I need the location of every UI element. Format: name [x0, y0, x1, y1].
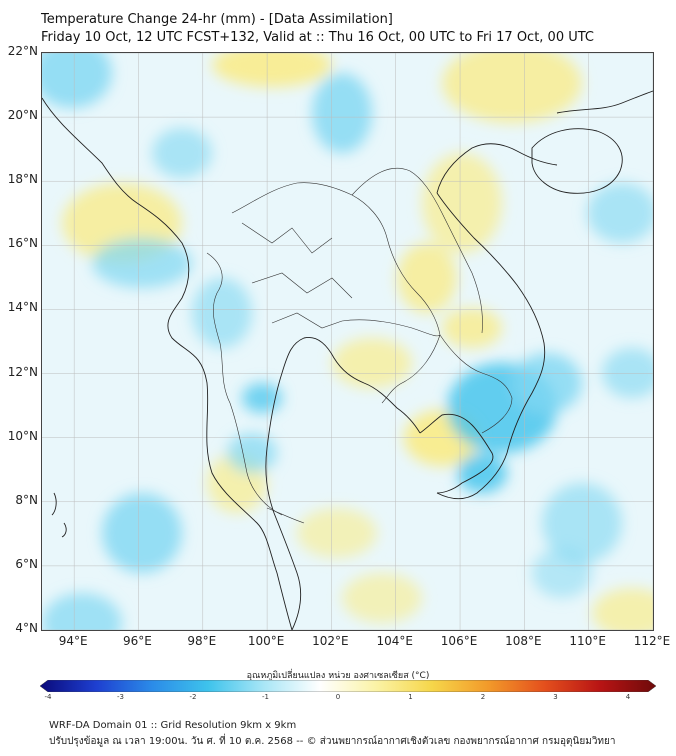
coast-hainan — [531, 128, 623, 194]
field-blob — [532, 548, 592, 598]
lon-tick-label: 110°E — [569, 634, 606, 648]
field-blob — [587, 183, 653, 243]
field-blob — [312, 73, 372, 153]
border-thai-malaysia — [266, 507, 305, 524]
lon-tick-label: 104°E — [376, 634, 413, 648]
field-blob — [297, 508, 377, 558]
gridlines — [42, 53, 653, 630]
lon-tick-label: 106°E — [440, 634, 478, 648]
field-blob — [342, 573, 422, 623]
field-blob — [457, 453, 507, 493]
chart-title: Temperature Change 24-hr (mm) - [Data As… — [41, 12, 393, 27]
coast-cambodia — [419, 413, 494, 494]
field-blob — [42, 593, 122, 630]
lon-tick-label: 94°E — [58, 634, 88, 648]
field-blob — [227, 433, 277, 473]
lon-tick-label: 102°E — [312, 634, 349, 648]
field-blob — [42, 53, 112, 108]
coast-gulf-tonkin — [436, 143, 558, 194]
lat-tick-label: 16°N — [7, 236, 38, 251]
field-blob — [92, 238, 192, 288]
colorbar-title: อุณหภูมิเปลี่ยนแปลง หน่วย องศาเซลเซียส (… — [246, 671, 430, 681]
field-blob — [212, 53, 332, 87]
field-blob — [242, 383, 282, 413]
footer-credit: ปรับปรุงข้อมูล ณ เวลา 19:00น. วัน ศ. ที่… — [49, 736, 616, 747]
field-blob — [332, 338, 412, 388]
coast-myanmar-west — [42, 97, 293, 630]
colorbar-tick-label: -3 — [117, 693, 124, 701]
colorbar-tick-label: -2 — [189, 693, 197, 701]
lat-tick-label: 8°N — [15, 492, 38, 507]
field-blob — [397, 243, 457, 313]
map-canvas — [42, 53, 653, 630]
field-blob — [102, 493, 182, 573]
colorbar-tick-label: -4 — [44, 693, 52, 701]
lat-tick-label: 20°N — [7, 108, 38, 123]
map-panel — [41, 52, 654, 631]
footer-model-info: WRF-DA Domain 01 :: Grid Resolution 9km … — [49, 720, 297, 731]
colorbar-ramp — [40, 680, 656, 692]
field-blob — [152, 128, 212, 178]
coastlines — [42, 90, 653, 630]
chart-subtitle: Friday 10 Oct, 12 UTC FCST+132, Valid at… — [41, 30, 595, 45]
field-blob — [592, 588, 653, 630]
field-blob — [422, 153, 502, 253]
field-blob — [442, 53, 582, 123]
lon-tick-label: 108°E — [505, 634, 542, 648]
lat-tick-label: 4°N — [15, 621, 38, 635]
colorbar-tick-label: 3 — [553, 693, 558, 701]
temperature-field — [42, 53, 653, 630]
lat-tick-label: 14°N — [7, 300, 38, 315]
lon-tick-label: 98°E — [187, 634, 217, 648]
coast-mekong-delta — [436, 192, 546, 500]
border-cambodia-vietnam — [439, 334, 513, 434]
colorbar-tick-label: 1 — [408, 693, 413, 701]
border-thai-myanmar — [206, 252, 283, 516]
coast-south-china — [556, 90, 653, 114]
coast-gulf-thailand — [265, 337, 421, 630]
field-blob — [542, 483, 622, 563]
colorbar-tick-label: 0 — [335, 693, 341, 701]
colorbar-tick-label: 4 — [625, 693, 631, 701]
colorbar-tick-label: -1 — [262, 693, 269, 701]
lat-tick-label: 22°N — [7, 44, 38, 58]
lon-tick-label: 112°E — [633, 634, 671, 648]
border-thai-laos — [231, 182, 441, 336]
country-borders — [206, 167, 513, 524]
lat-tick-label: 12°N — [7, 364, 38, 379]
lat-tick-label: 6°N — [15, 556, 38, 571]
lat-tick-label: 10°N — [7, 428, 38, 443]
border-provinces-north — [241, 222, 353, 329]
lon-tick-label: 96°E — [123, 634, 152, 648]
lon-tick-label: 100°E — [247, 634, 285, 648]
field-blob — [512, 353, 582, 413]
coast-andaman — [51, 492, 67, 538]
border-laos-vietnam — [351, 167, 483, 334]
colorbar — [40, 680, 656, 692]
field-blob — [192, 278, 252, 348]
colorbar-tick-label: 2 — [480, 693, 486, 701]
field-blob — [442, 308, 502, 348]
field-blob — [602, 348, 653, 398]
lat-tick-label: 18°N — [7, 172, 38, 187]
